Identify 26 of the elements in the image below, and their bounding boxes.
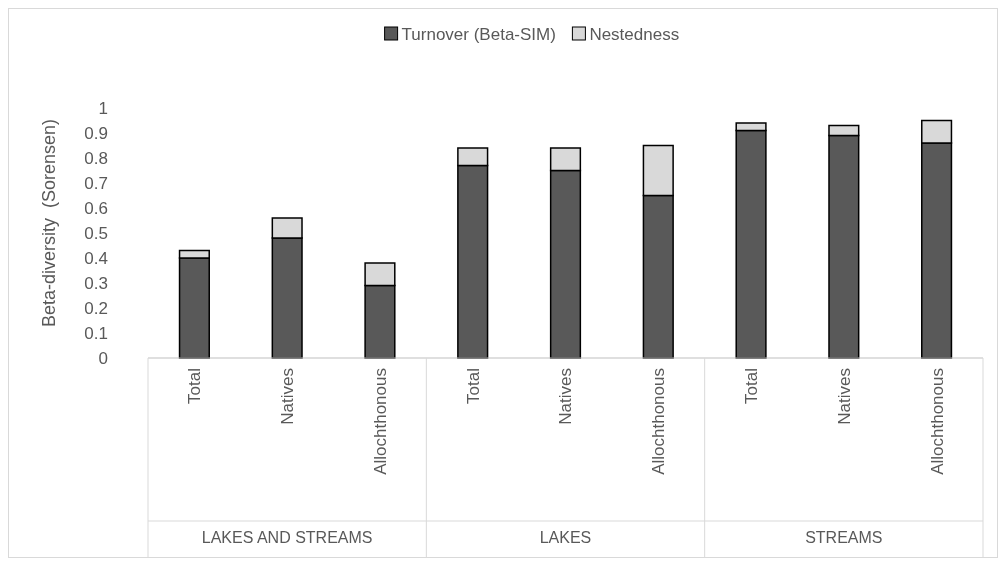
y-tick-label: 1 — [98, 98, 108, 118]
x-tick-label: Allochthonous — [370, 368, 390, 475]
y-tick-label: 0.8 — [84, 148, 108, 168]
legend-label: Turnover (Beta-SIM) — [401, 24, 556, 44]
y-tick-label: 0.6 — [84, 198, 108, 218]
y-tick-label: 0.7 — [84, 173, 108, 193]
legend-label: Nestedness — [589, 24, 680, 44]
x-tick-label: Total — [185, 368, 205, 404]
y-tick-label: 0.9 — [84, 123, 108, 143]
text: LAKES AND STREAMS — [201, 529, 373, 546]
y-tick-label: 0.1 — [84, 323, 108, 343]
text: STREAMS — [805, 529, 883, 546]
x-tick-label: Allochthonous — [927, 368, 947, 475]
x-tick-label: Natives — [278, 368, 298, 425]
x-tick-label: Allochthonous — [649, 368, 669, 475]
y-tick-label: 0.3 — [84, 273, 108, 293]
x-tick-label: Natives — [834, 368, 854, 425]
y-axis-title: Beta-diversity (Sorensen) — [39, 118, 59, 328]
y-tick-label: 0.4 — [84, 248, 108, 268]
x-tick-label: Total — [742, 368, 762, 404]
text: LAKES — [539, 529, 592, 546]
y-tick-label: 0 — [98, 348, 108, 368]
y-tick-label: 0.2 — [84, 298, 108, 318]
y-tick-label: 0.5 — [84, 223, 108, 243]
x-tick-label: Natives — [556, 368, 576, 425]
x-tick-label: Total — [463, 368, 483, 404]
